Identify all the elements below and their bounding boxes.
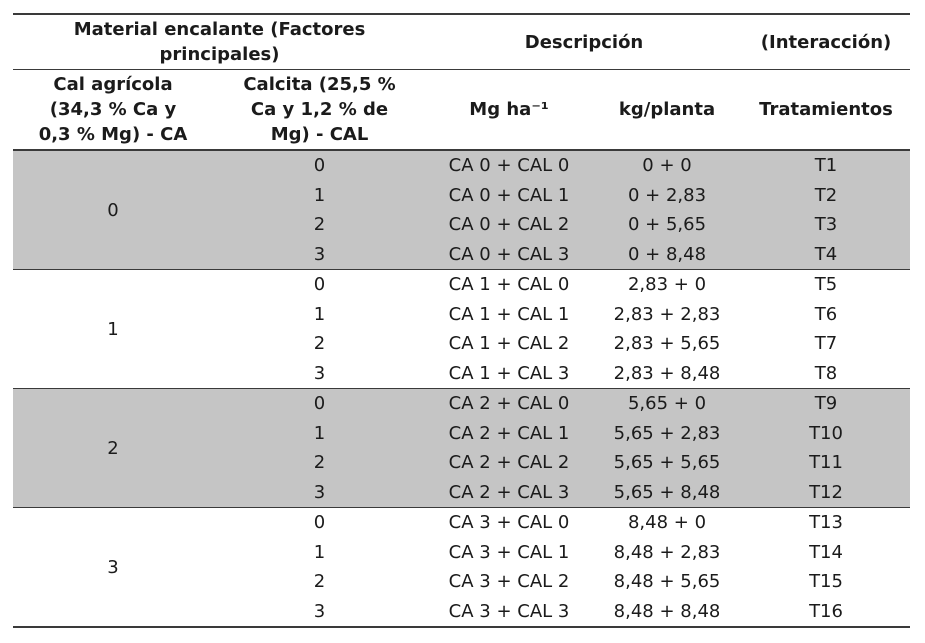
header-tratamientos: Tratamientos	[742, 69, 911, 151]
ca-level-cell: 2	[13, 388, 213, 508]
tratamiento-cell: T5	[742, 269, 911, 300]
table-row: 2 0 CA 2 + CAL 0 5,65 + 0 T9	[13, 388, 911, 508]
header-descripcion: Descripción	[426, 14, 743, 70]
kg-planta-cell: 5,65 + 8,48	[592, 477, 743, 508]
cal-level-cell: 0	[213, 388, 427, 419]
descripcion-cell: CA 0 + CAL 2	[426, 210, 593, 240]
tratamiento-cell: T8	[814, 362, 838, 384]
table-row: 2 CA 3 + CAL 2 8,48 + 5,65 T15	[13, 567, 910, 597]
treatments-table: Material encalante (Factores principales)…	[13, 13, 911, 628]
descripcion-cell: CA 2 + CAL 3	[426, 477, 593, 508]
table-column-header-row: Cal agrícola (34,3 % Ca y 0,3 % Mg) - CA C…	[13, 69, 911, 151]
kg-planta-cell: 5,65 + 5,65	[592, 448, 743, 478]
table-row: 3 CA 0 + CAL 3 0 + 8,48 T4	[13, 239, 911, 270]
kg-planta-cell: 0 + 5,65	[592, 210, 743, 240]
table-row: 1 CA 1 + CAL 1 2,83 + 2,83 T6	[13, 300, 910, 330]
cal-level-cell: 2	[213, 448, 427, 478]
tratamiento-cell: T2	[742, 180, 911, 210]
kg-planta-cell: 2,83 + 5,65	[613, 333, 721, 355]
header-mg-ha: Mg ha⁻¹	[426, 69, 593, 151]
header-cal-agricola: Cal agrícola (34,3 % Ca y 0,3 % Mg) - CA	[13, 69, 213, 151]
header-kg-planta: kg/planta	[592, 69, 743, 151]
header-calcita: Calcita (25,5 % Ca y 1,2 % de Mg) - CAL	[213, 69, 427, 151]
table-row: 3 CA 2 + CAL 3 5,65 + 8,48 T12	[13, 477, 911, 508]
tratamiento-cell: T9	[742, 388, 911, 419]
kg-planta-cell: 0 + 2,83	[592, 180, 743, 210]
descripcion-cell: CA 3 + CAL 0	[426, 507, 593, 538]
descripcion-cell: CA 3 + CAL 1	[448, 541, 570, 563]
tratamiento-cell: T12	[742, 477, 911, 508]
table-row: 2 CA 0 + CAL 2 0 + 5,65 T3	[13, 210, 911, 240]
table-row: 2 CA 2 + CAL 2 5,65 + 5,65 T11	[13, 448, 911, 478]
cal-level-cell: 2	[313, 571, 326, 593]
cal-level-cell: 1	[213, 418, 427, 448]
header-interaccion: (Interacción)	[742, 14, 911, 70]
kg-planta-cell: 8,48 + 8,48	[613, 600, 721, 622]
kg-planta-cell: 8,48 + 0	[592, 507, 743, 538]
descripcion-cell: CA 3 + CAL 3	[448, 600, 570, 622]
table-row: 3 0 CA 3 + CAL 0 8,48 + 0 T13	[13, 507, 911, 627]
tratamiento-cell: T1	[742, 150, 911, 181]
kg-planta-cell: 2,83 + 0	[592, 269, 743, 300]
cal-level-cell: 2	[213, 210, 427, 240]
table-row: 1 CA 3 + CAL 1 8,48 + 2,83 T14	[13, 538, 910, 568]
tratamiento-cell: T15	[809, 571, 843, 593]
table-top-header-row: Material encalante (Factores principales)…	[13, 14, 911, 70]
tratamiento-cell: T6	[814, 303, 838, 325]
table-row: 3 CA 1 + CAL 3 2,83 + 8,48 T8	[13, 359, 910, 389]
descripcion-cell: CA 0 + CAL 1	[426, 180, 593, 210]
table-row: 1 0 CA 1 + CAL 0 2,83 + 0 T5	[13, 269, 911, 389]
descripcion-cell: CA 0 + CAL 3	[426, 239, 593, 270]
tratamiento-cell: T11	[742, 448, 911, 478]
cal-level-cell: 0	[213, 507, 427, 538]
tratamiento-cell: T3	[742, 210, 911, 240]
descripcion-cell: CA 1 + CAL 3	[448, 362, 570, 384]
kg-planta-cell: 5,65 + 0	[592, 388, 743, 419]
tratamiento-cell: T14	[809, 541, 843, 563]
cal-level-cell: 3	[313, 362, 326, 384]
tratamiento-cell: T7	[814, 333, 838, 355]
kg-planta-cell: 8,48 + 5,65	[613, 571, 721, 593]
descripcion-cell: CA 1 + CAL 2	[448, 333, 570, 355]
header-material-encalante: Material encalante (Factores principales)	[13, 14, 427, 70]
kg-planta-cell: 2,83 + 2,83	[613, 303, 721, 325]
cal-level-cell: 0	[213, 269, 427, 300]
descripcion-cell: CA 1 + CAL 1	[448, 303, 570, 325]
cal-level-cell: 3	[213, 477, 427, 508]
tratamiento-cell: T4	[742, 239, 911, 270]
cal-level-cell: 1	[313, 541, 326, 563]
kg-planta-cell: 2,83 + 8,48	[613, 362, 721, 384]
ca-level-cell: 3	[13, 507, 213, 627]
table-row: 1 CA 2 + CAL 1 5,65 + 2,83 T10	[13, 418, 911, 448]
cal-level-cell: 1	[213, 180, 427, 210]
tratamiento-cell: T13	[742, 507, 911, 538]
kg-planta-cell: 8,48 + 2,83	[613, 541, 721, 563]
table-row: 2 CA 1 + CAL 2 2,83 + 5,65 T7	[13, 329, 910, 359]
cal-level-cell: 1	[313, 303, 326, 325]
kg-planta-cell: 0 + 8,48	[592, 239, 743, 270]
cal-level-cell: 3	[213, 239, 427, 270]
table-row: 1 CA 0 + CAL 1 0 + 2,83 T2	[13, 180, 911, 210]
table-row: 3 CA 3 + CAL 3 8,48 + 8,48 T16	[13, 597, 910, 628]
kg-planta-cell: 0 + 0	[592, 150, 743, 181]
descripcion-cell: CA 2 + CAL 0	[426, 388, 593, 419]
tratamiento-cell: T16	[809, 600, 843, 622]
descripcion-cell: CA 1 + CAL 0	[426, 269, 593, 300]
ca-level-cell: 0	[13, 150, 213, 270]
cal-level-cell: 2	[313, 333, 326, 355]
descripcion-cell: CA 2 + CAL 2	[426, 448, 593, 478]
cal-level-cell: 0	[213, 150, 427, 181]
kg-planta-cell: 5,65 + 2,83	[592, 418, 743, 448]
descripcion-cell: CA 0 + CAL 0	[426, 150, 593, 181]
descripcion-cell: CA 2 + CAL 1	[426, 418, 593, 448]
descripcion-cell: CA 3 + CAL 2	[448, 571, 570, 593]
cal-level-cell: 3	[313, 600, 326, 622]
tratamiento-cell: T10	[742, 418, 911, 448]
ca-level-cell: 1	[13, 269, 213, 389]
table-row: 0 0 CA 0 + CAL 0 0 + 0 T1	[13, 150, 911, 270]
